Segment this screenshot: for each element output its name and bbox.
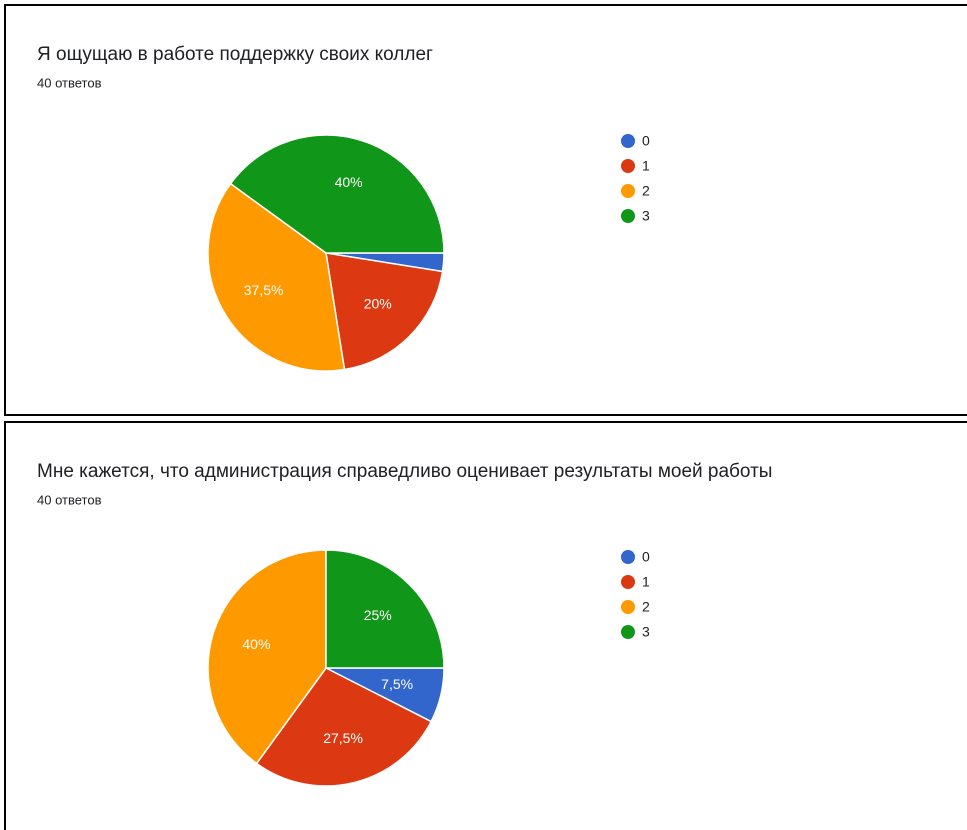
- legend-marker: [621, 575, 635, 589]
- legend-label: 0: [642, 133, 650, 149]
- pie-slice: [207, 549, 327, 765]
- slice-label: 7,5%: [381, 676, 413, 692]
- legend-label: 3: [642, 208, 650, 224]
- legend-marker: [621, 209, 635, 223]
- pie-slice: [255, 667, 433, 787]
- chart-subtitle: 40 ответов: [37, 492, 102, 507]
- legend-label: 1: [642, 574, 650, 590]
- pie-slice: [325, 549, 445, 669]
- chart-title: Мне кажется, что администрация справедли…: [37, 461, 772, 482]
- legend-marker: [621, 159, 635, 173]
- legend-marker: [621, 184, 635, 198]
- slice-label: 37,5%: [244, 282, 284, 298]
- legend-marker: [621, 600, 635, 614]
- slice-label: 27,5%: [323, 730, 363, 746]
- legend-label: 0: [642, 549, 650, 565]
- legend-label: 1: [642, 158, 650, 174]
- chart-subtitle: 40 ответов: [37, 75, 102, 90]
- slice-label: 20%: [364, 295, 392, 311]
- legend-label: 3: [642, 624, 650, 640]
- pie-slice: [229, 134, 445, 254]
- card-frame: [4, 421, 967, 830]
- legend-marker: [621, 550, 635, 564]
- legend-marker: [621, 625, 635, 639]
- slice-label: 40%: [335, 174, 363, 190]
- chart-title: Я ощущаю в работе поддержку своих коллег: [37, 44, 433, 65]
- slice-label: 40%: [242, 636, 270, 652]
- pie-slice: [325, 252, 444, 371]
- pie-slice: [207, 182, 346, 372]
- slice-label: 25%: [364, 607, 392, 623]
- legend-label: 2: [642, 599, 650, 615]
- legend-label: 2: [642, 183, 650, 199]
- card-frame: [4, 4, 967, 416]
- legend-marker: [621, 134, 635, 148]
